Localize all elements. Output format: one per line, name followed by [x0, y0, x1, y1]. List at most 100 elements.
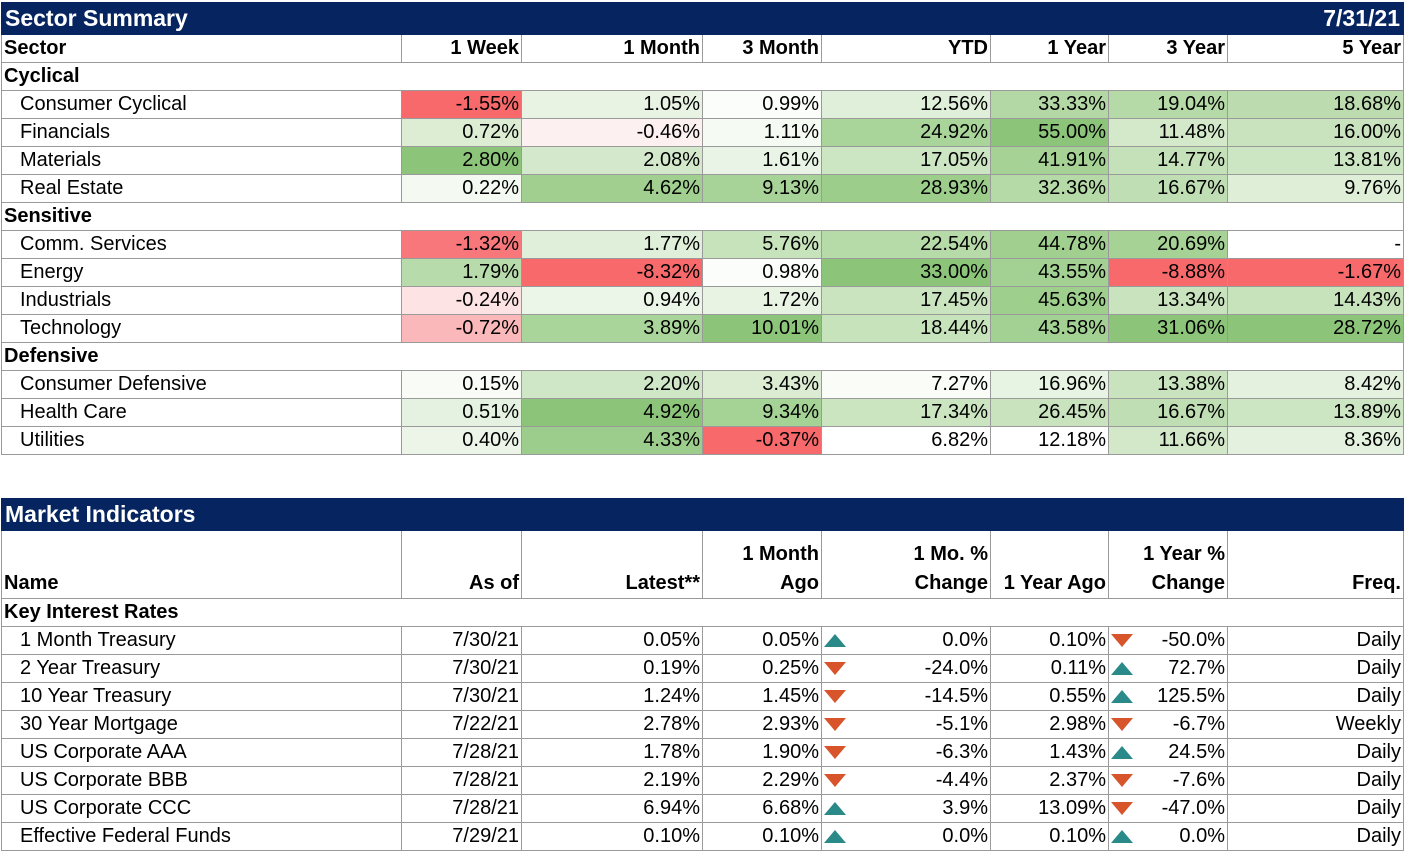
sector-name: Health Care — [1, 398, 402, 427]
sector-value-cell: 9.76% — [1227, 174, 1404, 203]
latest-cell: 2.78% — [521, 710, 703, 739]
yr-change-value: 0.0% — [1179, 825, 1225, 847]
latest-cell: 6.94% — [521, 794, 703, 823]
sector-value-cell: 14.77% — [1108, 146, 1228, 175]
sector-value-cell: 16.00% — [1227, 118, 1404, 147]
yr-change-value: -50.0% — [1161, 629, 1225, 651]
col-header-1-year: 1 Year — [990, 34, 1109, 63]
year-ago-cell: 1.43% — [990, 738, 1109, 767]
sector-value-cell: 32.36% — [990, 174, 1109, 203]
year-ago-cell: 0.11% — [990, 654, 1109, 683]
year-ago-cell: 2.37% — [990, 766, 1109, 795]
mo-change-value: 3.9% — [942, 797, 988, 819]
sector-value-cell: 1.72% — [702, 286, 822, 315]
sector-group-row: Defensive — [1, 342, 1404, 371]
indicator-name: 10 Year Treasury — [1, 682, 402, 711]
sector-value-cell: 0.15% — [401, 370, 522, 399]
sector-group-label: Sensitive — [1, 202, 1404, 231]
sector-value-cell: 1.79% — [401, 258, 522, 287]
yr-change-cell: 72.7% — [1108, 654, 1228, 683]
yr-change-value: 125.5% — [1157, 685, 1225, 707]
sector-value-cell: 11.66% — [1108, 426, 1228, 455]
mo-change-cell: -4.4% — [821, 766, 991, 795]
triangle-down-icon — [824, 690, 846, 703]
triangle-up-icon — [824, 802, 846, 815]
sector-group-label: Cyclical — [1, 62, 1404, 91]
sector-value-cell: 0.51% — [401, 398, 522, 427]
col-header-month-ago-line2: Ago — [780, 572, 819, 594]
as-of-cell: 7/22/21 — [401, 710, 522, 739]
sector-value-cell: 31.06% — [1108, 314, 1228, 343]
yr-change-value: 72.7% — [1168, 657, 1225, 679]
mo-change-cell: -24.0% — [821, 654, 991, 683]
sector-value-cell: 43.58% — [990, 314, 1109, 343]
indicator-name: US Corporate CCC — [1, 794, 402, 823]
sector-value-cell: 44.78% — [990, 230, 1109, 259]
sector-value-cell: 13.34% — [1108, 286, 1228, 315]
sector-value-cell: -0.46% — [521, 118, 703, 147]
sector-value-cell: 1.61% — [702, 146, 822, 175]
latest-cell: 0.19% — [521, 654, 703, 683]
mo-change-value: 0.0% — [942, 825, 988, 847]
freq-cell: Daily — [1227, 654, 1404, 683]
sector-value-cell: -1.55% — [401, 90, 522, 119]
sector-value-cell: 28.72% — [1227, 314, 1404, 343]
sector-value-cell: 13.81% — [1227, 146, 1404, 175]
sector-value-cell: -8.32% — [521, 258, 703, 287]
year-ago-cell: 2.98% — [990, 710, 1109, 739]
table-row: Comm. Services -1.32% 1.77% 5.76% 22.54% 44.7… — [1, 230, 1404, 259]
sector-value-cell: 17.05% — [821, 146, 991, 175]
indicator-name: US Corporate AAA — [1, 738, 402, 767]
yr-change-value: -6.7% — [1172, 713, 1225, 735]
yr-change-value: -47.0% — [1161, 797, 1225, 819]
sector-value-cell: -8.88% — [1108, 258, 1228, 287]
mo-change-value: -5.1% — [935, 713, 988, 735]
col-header-mo-change-line2: Change — [914, 572, 988, 594]
yr-change-cell: -7.6% — [1108, 766, 1228, 795]
col-header-yr-change-line1: 1 Year % — [1143, 543, 1225, 565]
latest-cell: 1.78% — [521, 738, 703, 767]
freq-cell: Daily — [1227, 822, 1404, 851]
sector-value-cell: 4.33% — [521, 426, 703, 455]
sector-value-cell: 7.27% — [821, 370, 991, 399]
market-group-row: Key Interest Rates — [1, 598, 1404, 627]
triangle-down-icon — [824, 718, 846, 731]
col-header-month-ago: 1 Month Ago — [702, 530, 822, 599]
yr-change-cell: 24.5% — [1108, 738, 1228, 767]
table-row: Consumer Defensive 0.15% 2.20% 3.43% 7.27% 16… — [1, 370, 1404, 399]
sector-group-row: Cyclical — [1, 62, 1404, 91]
sector-value-cell: 0.22% — [401, 174, 522, 203]
triangle-down-icon — [1111, 802, 1133, 815]
sector-group-row: Sensitive — [1, 202, 1404, 231]
sector-name: Consumer Cyclical — [1, 90, 402, 119]
month-ago-cell: 0.05% — [702, 626, 822, 655]
sector-value-cell: 28.93% — [821, 174, 991, 203]
col-header-latest: Latest** — [521, 530, 703, 599]
sector-value-cell: 0.94% — [521, 286, 703, 315]
sector-value-cell: 3.43% — [702, 370, 822, 399]
sector-name: Consumer Defensive — [1, 370, 402, 399]
triangle-down-icon — [1111, 634, 1133, 647]
table-row: US Corporate CCC 7/28/21 6.94% 6.68% 3.9% 13.… — [1, 794, 1404, 823]
col-header-yr-change-line2: Change — [1151, 572, 1225, 594]
as-of-cell: 7/28/21 — [401, 738, 522, 767]
sector-value-cell: -0.37% — [702, 426, 822, 455]
market-indicators-table: Market Indicators Name As of Latest** 1 … — [1, 498, 1404, 851]
sector-value-cell: -1.67% — [1227, 258, 1404, 287]
as-of-cell: 7/30/21 — [401, 682, 522, 711]
yr-change-cell: -50.0% — [1108, 626, 1228, 655]
sector-value-cell: 17.34% — [821, 398, 991, 427]
sector-value-cell: 24.92% — [821, 118, 991, 147]
sector-name: Industrials — [1, 286, 402, 315]
table-row: Financials 0.72% -0.46% 1.11% 24.92% 55.00% 11… — [1, 118, 1404, 147]
sector-value-cell: -1.32% — [401, 230, 522, 259]
sector-header-row: Sector 1 Week 1 Month 3 Month YTD 1 Year… — [1, 34, 1404, 63]
sector-value-cell: 2.80% — [401, 146, 522, 175]
sector-value-cell: 12.56% — [821, 90, 991, 119]
table-row: Materials 2.80% 2.08% 1.61% 17.05% 41.91% 14.7… — [1, 146, 1404, 175]
sector-value-cell: 43.55% — [990, 258, 1109, 287]
latest-cell: 1.24% — [521, 682, 703, 711]
table-row: Industrials -0.24% 0.94% 1.72% 17.45% 45.63% 1… — [1, 286, 1404, 315]
triangle-up-icon — [1111, 830, 1133, 843]
sector-value-cell: 0.99% — [702, 90, 822, 119]
